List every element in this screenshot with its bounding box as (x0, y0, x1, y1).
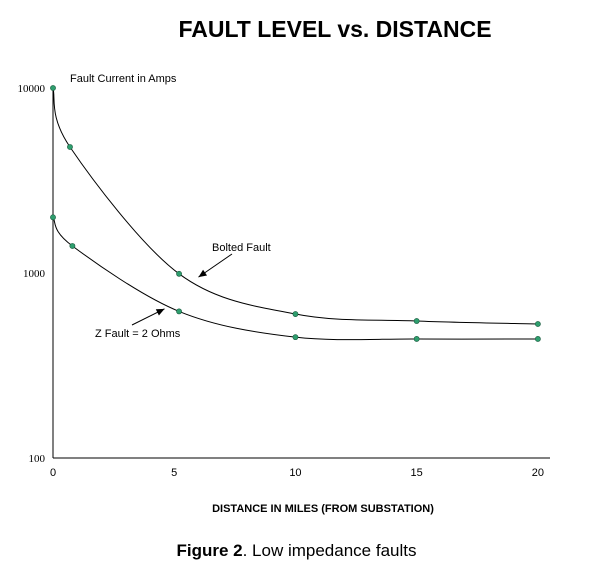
y-tick-labels: 100 1000 10000 (18, 83, 46, 465)
x-axis-label: DISTANCE IN MILES (FROM SUBSTATION) (212, 503, 434, 515)
series-0-point (50, 85, 56, 91)
series-1-point (534, 336, 541, 342)
series-line-0 (52, 87, 538, 325)
series-0-point (534, 321, 541, 327)
annotation-arrow-head (198, 269, 208, 278)
x-tick-label: 20 (532, 467, 544, 479)
x-tick-labels: 0 5 10 15 20 (50, 467, 544, 479)
x-tick-label: 0 (50, 467, 56, 479)
annotation-arrows (131, 253, 233, 326)
series-1-point (176, 308, 182, 315)
annotation-arrow-head (155, 308, 165, 316)
y-tick-label: 100 (29, 453, 46, 465)
series-1-point (413, 336, 420, 342)
series-0-point (67, 144, 73, 150)
figure-caption-label: Figure 2 (176, 541, 243, 560)
series-line-1 (52, 217, 538, 341)
y-tick-label: 1000 (23, 268, 46, 280)
series-1-point (69, 243, 76, 249)
x-tick-label: 10 (289, 467, 301, 479)
annotation-bolted-fault: Bolted Fault (212, 242, 271, 254)
annotation-z-fault: Z Fault = 2 Ohms (95, 328, 181, 340)
figure-caption: Figure 2. Low impedance faults (0, 541, 593, 561)
chart-title: FAULT LEVEL vs. DISTANCE (178, 16, 491, 42)
x-tick-label: 15 (411, 467, 423, 479)
series-1-point (50, 214, 56, 221)
figure-caption-text: . Low impedance faults (242, 541, 417, 560)
y-axis-label: Fault Current in Amps (70, 73, 177, 85)
x-tick-label: 5 (171, 467, 177, 479)
series-layer (50, 85, 541, 342)
series-1-point (292, 334, 299, 341)
series-0-point (292, 311, 299, 317)
series-0-point (176, 270, 182, 277)
y-tick-label: 10000 (18, 83, 46, 95)
series-0-point (413, 318, 420, 324)
